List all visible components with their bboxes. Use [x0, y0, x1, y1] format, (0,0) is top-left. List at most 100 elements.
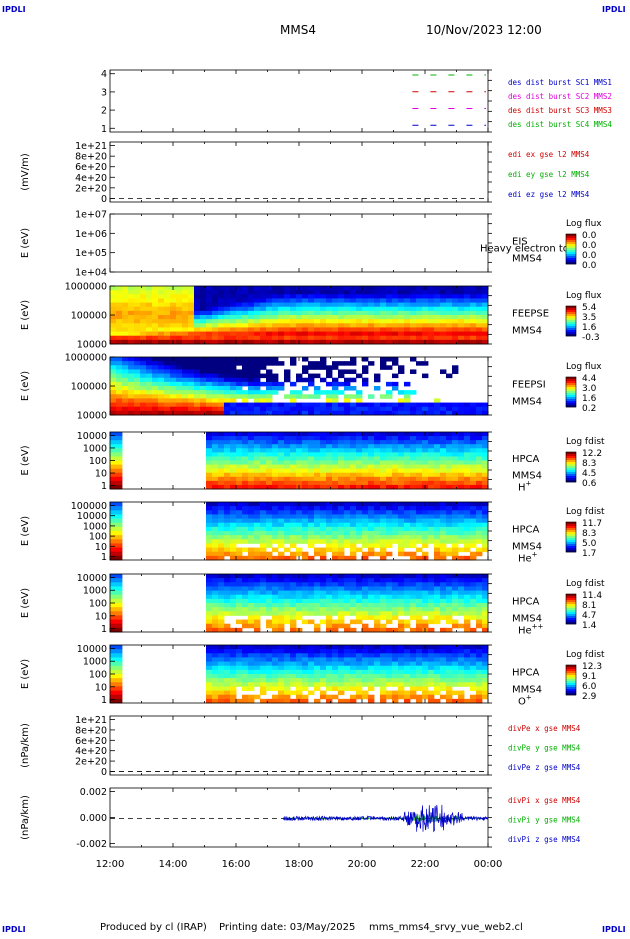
spectrogram-cell [176, 286, 183, 291]
spectrogram-cell [332, 598, 339, 604]
spectrogram-cell [110, 484, 117, 490]
spectrogram-cell [278, 615, 285, 620]
spectrogram-cell [260, 452, 267, 457]
spectrogram-cell [260, 381, 267, 387]
colorbar-step [566, 389, 576, 392]
spectrogram-cell [374, 607, 381, 612]
spectrogram-cell [248, 310, 255, 316]
spectrogram-cell [410, 460, 417, 465]
spectrogram-cell [308, 476, 315, 482]
colorbar [565, 664, 577, 696]
spectrogram-cell [272, 623, 279, 629]
spectrogram-cell [158, 286, 165, 291]
spectrogram-cell [380, 468, 387, 474]
spectrogram-cell [356, 510, 363, 515]
spectrogram-cell [302, 432, 309, 437]
spectrogram-cell [254, 518, 261, 524]
spectrogram-cell [458, 623, 465, 629]
spectrogram-cell [284, 484, 291, 490]
spectrogram-cell [422, 480, 429, 486]
spectrogram-cell [134, 306, 141, 312]
spectrogram-cell [440, 476, 447, 482]
spectrogram-cell [416, 678, 423, 683]
spectrogram-cell [224, 506, 231, 511]
spectrogram-cell [344, 476, 351, 482]
spectrogram-cell [290, 551, 297, 557]
spectrogram-cell [326, 369, 333, 374]
spectrogram-cell [230, 456, 237, 461]
spectrogram-cell [326, 290, 333, 295]
spectrogram-cell [230, 319, 237, 324]
spectrogram-cell [380, 436, 387, 441]
spectrogram-cell [410, 518, 417, 524]
spectrogram-cell [356, 406, 363, 412]
spectrogram-cell [278, 452, 285, 457]
spectrogram-cell [260, 436, 267, 441]
colorbar-step [566, 236, 576, 239]
spectrogram-cell [308, 315, 315, 320]
spectrogram-cell [290, 402, 297, 408]
spectrogram-cell [392, 357, 399, 362]
spectrogram-cell [284, 669, 291, 675]
spectrogram-cell [470, 440, 477, 445]
spectrogram-cell [452, 574, 459, 579]
spectrogram-cell [440, 432, 447, 437]
spectrogram-cell [200, 310, 207, 316]
spectrogram-cell [416, 510, 423, 515]
spectrogram-cell [314, 440, 321, 445]
spectrogram-cell [326, 594, 333, 600]
spectrogram-cell [440, 543, 447, 548]
spectrogram-cell [440, 665, 447, 671]
spectrogram-cell [248, 514, 255, 519]
spectrogram-cell [392, 645, 399, 650]
spectrogram-cell [422, 440, 429, 445]
spectrogram-cell [272, 361, 279, 366]
spectrogram-cell [182, 298, 189, 303]
spectrogram-cell [386, 514, 393, 519]
spectrogram-cell [218, 586, 225, 591]
spectrogram-cell [398, 306, 405, 312]
spectrogram-cell [482, 669, 488, 675]
spectrogram-cell [392, 649, 399, 654]
spectrogram-cell [230, 339, 237, 345]
spectrogram-cell [458, 611, 465, 616]
colorbar-step [566, 538, 576, 541]
spectrogram-cell [338, 464, 345, 470]
instrument-label: FEEPSI [512, 380, 546, 391]
colorbar [565, 376, 577, 408]
spectrogram-cell [302, 327, 309, 332]
spectrogram-cell [434, 678, 441, 683]
spectrogram-cell [122, 406, 129, 412]
spectrogram-cell [206, 514, 213, 519]
spectrogram-cell [314, 598, 321, 604]
spectrogram-cell [308, 394, 315, 399]
spectrogram-cell [224, 502, 231, 507]
spectrogram-cell [218, 476, 225, 482]
spectrogram-cell [236, 539, 243, 544]
spectrogram-cell [266, 539, 273, 544]
spectrogram-cell [254, 578, 261, 583]
spectrogram-cell [128, 290, 135, 295]
spectrogram-cell [386, 522, 393, 528]
spectrogram-cell [416, 323, 423, 328]
spectrogram-cell [248, 645, 255, 650]
y-tick-label: 10 [95, 469, 107, 480]
spectrogram-cell [398, 472, 405, 478]
spectrogram-cell [398, 539, 405, 544]
spectrogram-cell [470, 603, 477, 608]
spectrogram-cell [338, 678, 345, 683]
colorbar-tick-label: 0.0 [582, 251, 597, 261]
spectrogram-cell [320, 480, 327, 486]
spectrogram-cell [320, 531, 327, 536]
spectrogram-cell [482, 472, 488, 478]
spectrogram-cell [290, 286, 297, 291]
spectrogram-cell [386, 327, 393, 332]
spectrogram-cell [314, 394, 321, 399]
spectrogram-cell [110, 657, 117, 662]
spectrogram-cell [422, 298, 429, 303]
spectrogram-cell [140, 302, 147, 308]
spectrogram-cell [260, 286, 267, 291]
spectrogram-cell [230, 578, 237, 583]
spectrogram-cell [110, 615, 117, 620]
spectrogram-cell [326, 649, 333, 654]
